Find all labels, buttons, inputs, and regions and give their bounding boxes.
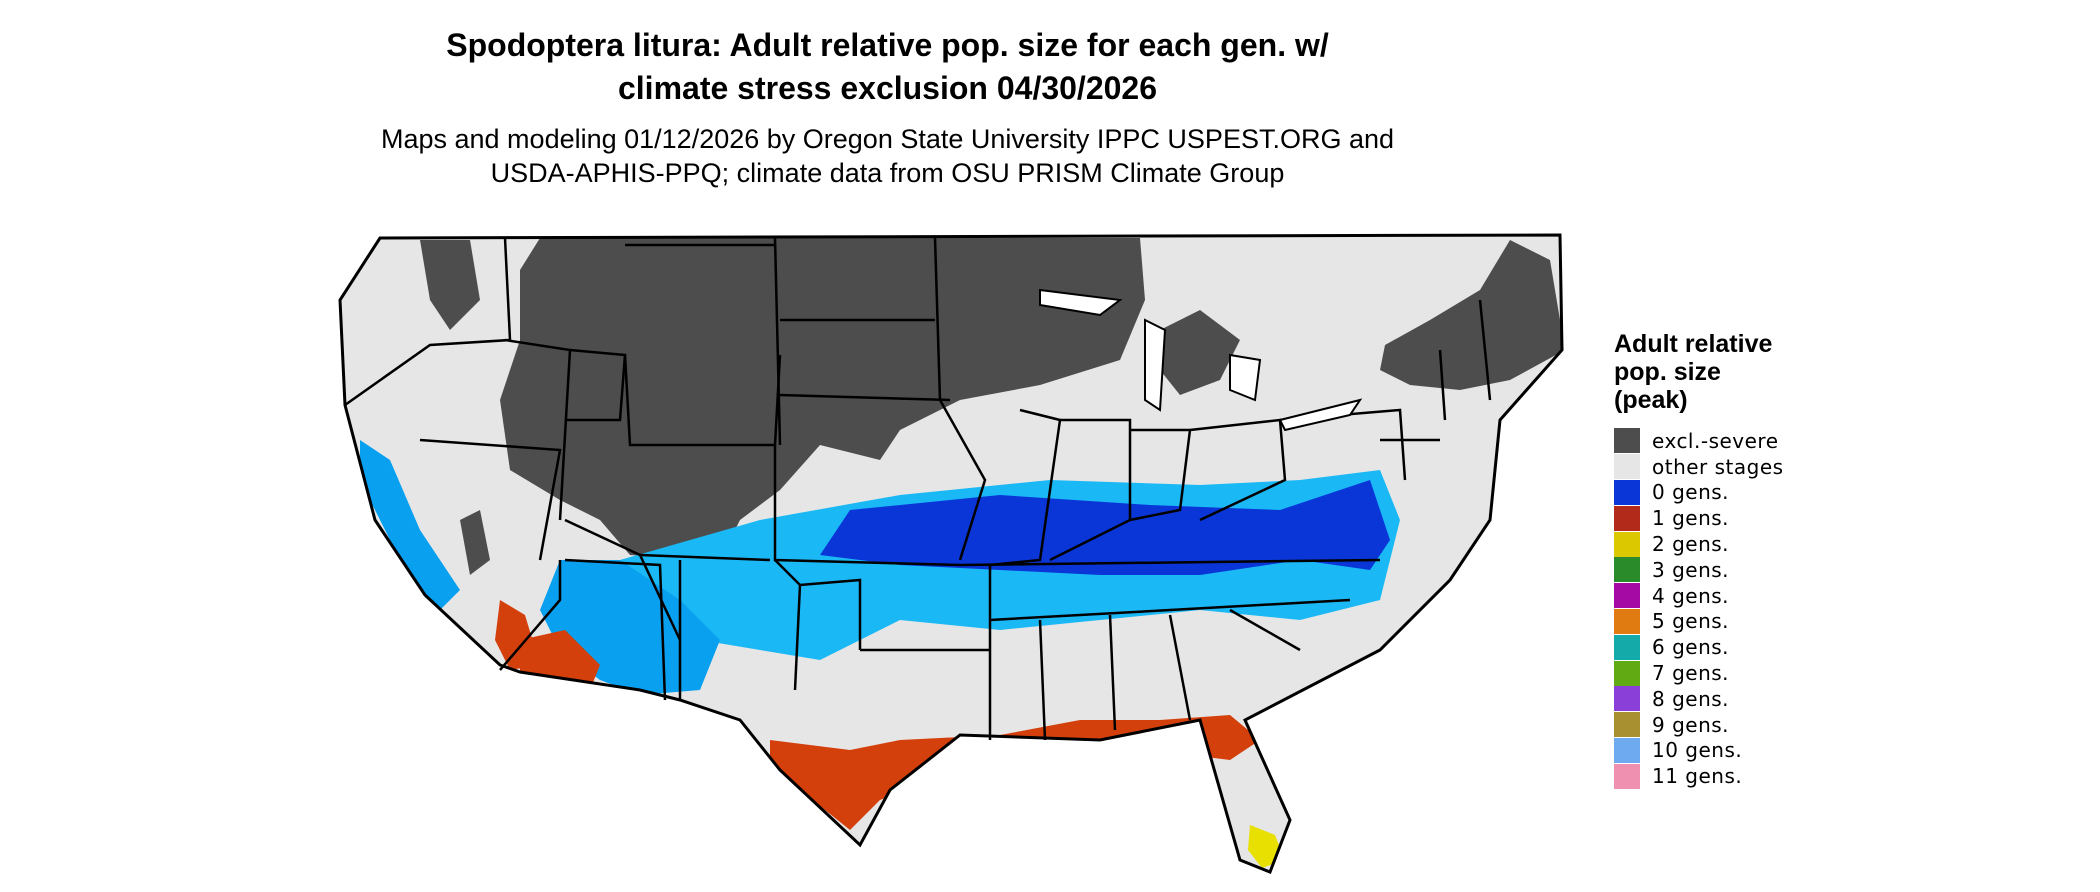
legend-label: 9 gens. <box>1652 712 1730 737</box>
legend-swatch <box>1614 479 1640 505</box>
legend-label: 0 gens. <box>1652 480 1730 505</box>
legend-item: 0 gens. <box>1614 479 1784 506</box>
legend-swatch <box>1614 634 1640 660</box>
legend-label: 4 gens. <box>1652 583 1730 608</box>
legend-label: 6 gens. <box>1652 635 1730 660</box>
legend-label: 2 gens. <box>1652 532 1730 557</box>
legend-title-line: (peak) <box>1614 386 1688 414</box>
legend-label: 1 gens. <box>1652 506 1730 531</box>
legend-item: 10 gens. <box>1614 737 1784 764</box>
legend-swatch <box>1614 712 1640 738</box>
legend-swatch <box>1614 737 1640 763</box>
legend-item: 7 gens. <box>1614 660 1784 686</box>
subtitle-line-1: Maps and modeling 01/12/2026 by Oregon S… <box>380 124 1395 154</box>
legend-item: other stages <box>1614 454 1784 480</box>
legend-swatch <box>1614 686 1640 712</box>
gen1-california-south <box>495 600 540 670</box>
us-outline <box>338 233 1564 874</box>
gen0-california <box>360 440 460 610</box>
legend-label: excl.-severe <box>1652 428 1779 453</box>
legend-swatch <box>1614 763 1640 789</box>
excluded-region-michigan <box>1160 310 1240 395</box>
us-map <box>338 233 1564 874</box>
legend-swatch <box>1614 557 1640 583</box>
excluded-region-north-west <box>420 240 480 330</box>
state-borders <box>344 237 1492 741</box>
legend-swatch <box>1614 608 1640 634</box>
great-lakes <box>1039 288 1363 432</box>
excluded-region-north-central <box>500 238 1145 560</box>
legend-item: 6 gens. <box>1614 634 1784 660</box>
legend-label: 5 gens. <box>1652 609 1730 634</box>
legend-label: 11 gens. <box>1652 764 1743 789</box>
legend-item: 9 gens. <box>1614 712 1784 738</box>
legend-label: 10 gens. <box>1652 738 1743 763</box>
legend-title-line: Adult relative <box>1614 330 1773 358</box>
excluded-region-northeast <box>1380 240 1562 390</box>
map-title: Spodoptera litura: Adult relative pop. s… <box>0 24 1775 110</box>
legend-swatch <box>1614 428 1640 454</box>
legend-item: 2 gens. <box>1614 531 1784 557</box>
legend-swatch <box>1614 531 1640 557</box>
legend-items: excl.-severe other stages 0 gens. 1 gens. 2 … <box>1614 428 1784 789</box>
legend-item: 1 gens. <box>1614 505 1784 531</box>
legend-swatch <box>1614 660 1640 686</box>
legend-item: 3 gens. <box>1614 557 1784 583</box>
excluded-region-nevada <box>460 510 490 575</box>
legend-swatch <box>1614 505 1640 531</box>
legend-title: Adult relative pop. size (peak) <box>1614 330 1784 414</box>
legend-swatch <box>1614 583 1640 609</box>
legend-item: 4 gens. <box>1614 583 1784 609</box>
legend-label: 8 gens. <box>1652 686 1730 711</box>
legend-label: other stages <box>1652 454 1784 479</box>
map-legend: Adult relative pop. size (peak) excl.-se… <box>1614 330 1784 789</box>
map-subtitle: Maps and modeling 01/12/2026 by Oregon S… <box>0 122 1775 190</box>
subtitle-line-2: USDA-APHIS-PPQ; climate data from OSU PR… <box>490 158 1285 188</box>
legend-item: 8 gens. <box>1614 686 1784 712</box>
title-line-2: climate stress exclusion 04/30/2026 <box>617 70 1157 106</box>
legend-item: excl.-severe <box>1614 428 1784 454</box>
title-line-1: Spodoptera litura: Adult relative pop. s… <box>446 27 1329 63</box>
legend-title-line: pop. size <box>1614 358 1721 386</box>
legend-label: 3 gens. <box>1652 557 1730 582</box>
legend-label: 7 gens. <box>1652 661 1730 686</box>
legend-swatch <box>1614 454 1640 480</box>
legend-item: 5 gens. <box>1614 608 1784 635</box>
legend-item: 11 gens. <box>1614 763 1784 789</box>
